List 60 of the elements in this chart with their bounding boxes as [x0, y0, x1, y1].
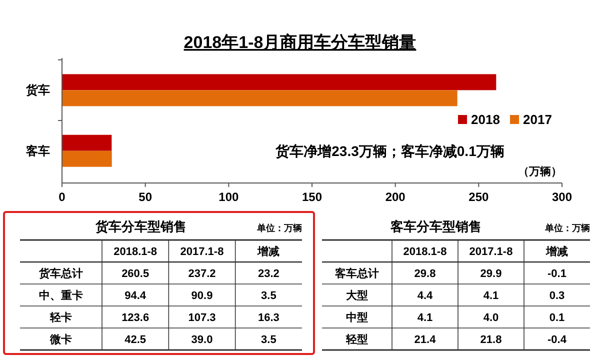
category-label: 中、重卡 — [39, 289, 83, 302]
text: 2017.1-8 — [180, 246, 224, 258]
x-tick-label: 100 — [218, 190, 239, 204]
data-label: 90.9 — [191, 290, 213, 302]
category-label: 货车总计 — [38, 267, 83, 280]
data-label: 4.4 — [417, 290, 434, 302]
category-label: 轻卡 — [49, 311, 72, 324]
y-tick-label: 客车 — [25, 144, 50, 158]
bar — [62, 74, 496, 90]
text: 增减 — [545, 245, 568, 258]
x-tick-label: 0 — [58, 190, 66, 204]
category-label: 客车总计 — [334, 267, 379, 280]
data-label: 94.4 — [124, 290, 147, 302]
data-label: 237.2 — [188, 268, 216, 280]
category-label: 中型 — [346, 311, 368, 324]
x-tick-label: 200 — [385, 190, 406, 204]
data-label: 260.5 — [122, 268, 150, 280]
data-label: -0.4 — [548, 334, 568, 346]
data-label: 29.8 — [414, 268, 436, 280]
x-tick-label: 300 — [552, 190, 572, 204]
text: 单位：万辆 — [256, 223, 302, 233]
y-tick-label: 货车 — [25, 83, 50, 98]
annotation: 货车净增23.3万辆；客车净减0.1万辆 — [274, 143, 504, 159]
legend-label: 2018 — [471, 112, 500, 127]
text: 2017.1-8 — [469, 246, 513, 258]
text: 单位：万辆 — [544, 223, 590, 233]
category-label: 微卡 — [49, 333, 72, 346]
bar — [62, 150, 112, 167]
data-label: 29.9 — [480, 268, 502, 280]
x-tick-label: 50 — [138, 190, 152, 204]
data-label: 123.6 — [122, 312, 150, 324]
data-label: 23.2 — [258, 268, 280, 280]
category-label: 大型 — [346, 289, 368, 302]
x-axis-title: （万辆） — [518, 165, 562, 178]
data-label: 39.0 — [191, 334, 213, 346]
bar — [62, 90, 458, 106]
data-label: 3.5 — [261, 290, 276, 302]
chart-title: 2018年1-8月商用车分车型销量 — [184, 33, 416, 52]
text: 2018.1-8 — [403, 246, 447, 258]
data-label: 16.3 — [258, 312, 280, 324]
data-label: 0.1 — [549, 312, 565, 324]
data-label: 4.1 — [417, 312, 433, 324]
bar — [62, 134, 112, 151]
data-label: 3.5 — [261, 334, 276, 346]
data-label: 0.3 — [549, 290, 565, 302]
data-label: -0.1 — [548, 268, 566, 280]
data-label: 42.5 — [124, 334, 146, 346]
text: 增减 — [256, 245, 280, 258]
category-label: 轻型 — [345, 333, 368, 346]
text: 客车分车型销售 — [390, 219, 482, 234]
text: 2018.1-8 — [114, 246, 158, 258]
legend-label: 2017 — [523, 112, 552, 127]
data-label: 21.8 — [480, 334, 502, 346]
data-label: 107.3 — [188, 312, 216, 324]
x-tick-label: 250 — [468, 190, 489, 204]
data-label: 21.4 — [414, 334, 437, 346]
data-label: 4.1 — [483, 290, 499, 302]
x-tick-label: 150 — [302, 190, 322, 204]
data-label: 4.0 — [483, 312, 499, 324]
text: 货车分车型销售 — [94, 219, 186, 234]
